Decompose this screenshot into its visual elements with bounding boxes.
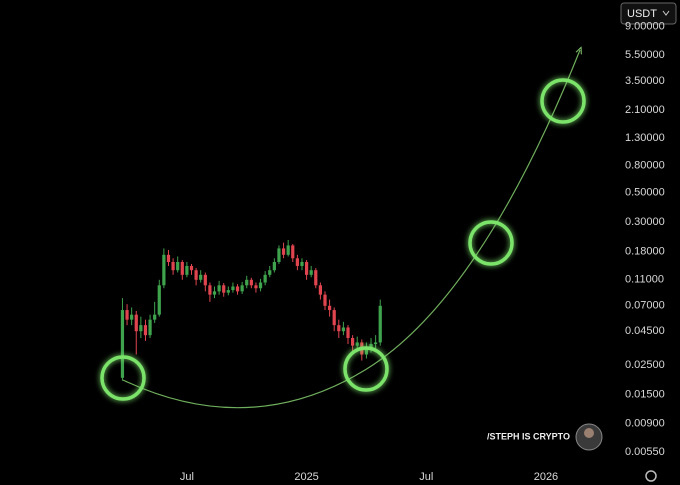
settings-icon[interactable] <box>645 470 657 482</box>
candle-body <box>369 344 373 348</box>
candle-body <box>346 327 350 338</box>
candle-body <box>226 290 230 293</box>
candle-body <box>314 270 318 286</box>
highlight-circle <box>540 78 586 124</box>
candle-body <box>272 261 276 271</box>
candle-body <box>263 274 267 283</box>
candle-body <box>258 282 263 289</box>
y-tick-label: 0.30000 <box>625 216 665 228</box>
y-tick-label: 0.01500 <box>625 388 665 400</box>
candle-body <box>153 314 157 320</box>
candle-body <box>332 310 336 326</box>
candle-body <box>171 261 175 271</box>
candle-body <box>130 314 134 320</box>
y-tick-label: 0.80000 <box>625 160 665 172</box>
trend-curve <box>122 50 580 409</box>
candle-body <box>139 325 143 332</box>
candle-body <box>166 254 171 262</box>
candle-body <box>185 265 189 275</box>
candle-body <box>217 285 221 292</box>
candle-body <box>212 291 217 295</box>
candle-body <box>194 270 198 280</box>
candle-body <box>222 285 226 293</box>
candle-body <box>351 337 355 346</box>
watermark: /STEPH IS CRYPTO <box>487 431 570 441</box>
y-tick-label: 0.11000 <box>625 274 664 286</box>
highlight-circle <box>100 355 146 401</box>
candle-body <box>203 274 207 286</box>
y-tick-label: 0.07000 <box>625 300 665 312</box>
x-tick-label: 2026 <box>534 471 558 483</box>
candle-body <box>249 279 253 286</box>
candle-body <box>231 286 235 291</box>
candle-body <box>235 286 240 292</box>
candle-body <box>318 285 323 295</box>
y-tick-label: 0.50000 <box>625 187 665 199</box>
y-tick-label: 3.50000 <box>625 75 665 87</box>
candle-body <box>304 261 309 275</box>
candle-body <box>291 245 295 259</box>
y-tick-label: 1.30000 <box>625 132 665 144</box>
y-tick-label: 2.10000 <box>625 104 665 116</box>
candle-body <box>355 342 359 346</box>
candle-body <box>374 342 378 345</box>
candle-body <box>199 274 203 280</box>
candle-body <box>176 261 180 271</box>
candle-body <box>245 279 249 286</box>
candle-body <box>134 314 138 332</box>
currency-dropdown[interactable] <box>620 2 677 25</box>
y-tick-label: 9.00000 <box>625 21 665 33</box>
candle-body <box>143 325 148 336</box>
candle-body <box>309 270 313 275</box>
x-tick-label: Jul <box>419 471 433 483</box>
candle-body <box>337 325 341 332</box>
candle-body <box>180 261 184 275</box>
candle-body <box>162 254 166 286</box>
y-tick-label: 0.02500 <box>625 359 665 371</box>
candle-body <box>281 248 286 255</box>
candle-body <box>323 294 327 306</box>
y-tick-label: 0.18000 <box>625 245 665 257</box>
y-tick-label: 0.04500 <box>625 325 665 337</box>
highlight-circle <box>343 346 389 392</box>
candle-body <box>277 248 281 262</box>
candle-body <box>125 310 129 320</box>
candle-body <box>327 305 332 311</box>
candle-body <box>268 270 272 275</box>
currency-label: USDT <box>627 8 657 20</box>
y-tick-label: 5.50000 <box>625 49 665 61</box>
candle-body <box>341 327 346 332</box>
y-tick-label: 0.00900 <box>625 418 665 430</box>
x-tick-label: Jul <box>180 471 194 483</box>
candle-body <box>254 285 258 289</box>
avatar-face <box>584 428 594 438</box>
candle-body <box>208 285 212 295</box>
candle-body <box>300 261 304 266</box>
candle-body <box>364 347 369 355</box>
candle-body <box>189 265 194 271</box>
candle-body <box>286 245 290 255</box>
candle-body <box>148 319 152 336</box>
highlight-circle <box>468 220 514 266</box>
x-tick-label: 2025 <box>294 471 318 483</box>
y-tick-label: 0.00550 <box>625 446 665 458</box>
dropdown-caret <box>662 10 670 16</box>
plot-area <box>120 26 619 472</box>
candle-body <box>120 310 125 378</box>
candle-body <box>295 258 299 266</box>
candle-body <box>378 305 382 343</box>
candle-body <box>240 285 244 292</box>
candle-body <box>157 285 161 315</box>
